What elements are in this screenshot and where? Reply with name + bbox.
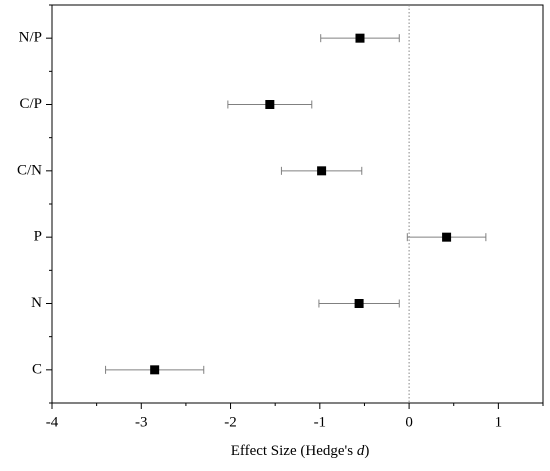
x-axis-label-text: Effect Size (Hedge's [231,443,357,459]
y-tick-label: C/P [19,96,42,112]
point [317,166,327,176]
x-tick-label: -1 [314,414,327,430]
y-tick-label: P [34,229,42,245]
x-axis-label-italic: d [357,443,365,459]
plot-frame [51,4,544,404]
y-tick-label: C/N [17,162,42,178]
point [442,232,452,242]
x-tick-label: 1 [495,414,503,430]
y-tick-label: N/P [19,30,42,46]
x-axis-label-end: ) [364,443,369,459]
x-tick-label: -3 [135,414,148,430]
x-axis-label: Effect Size (Hedge's d) [231,443,370,459]
y-tick-label: C [32,361,42,377]
x-tick-label: -4 [46,414,59,430]
x-tick-label: 0 [405,414,413,430]
x-tick-label: -2 [224,414,237,430]
point [354,299,364,308]
point [150,365,160,375]
y-tick-label: N [31,295,42,311]
point [355,33,365,43]
point [265,100,275,109]
